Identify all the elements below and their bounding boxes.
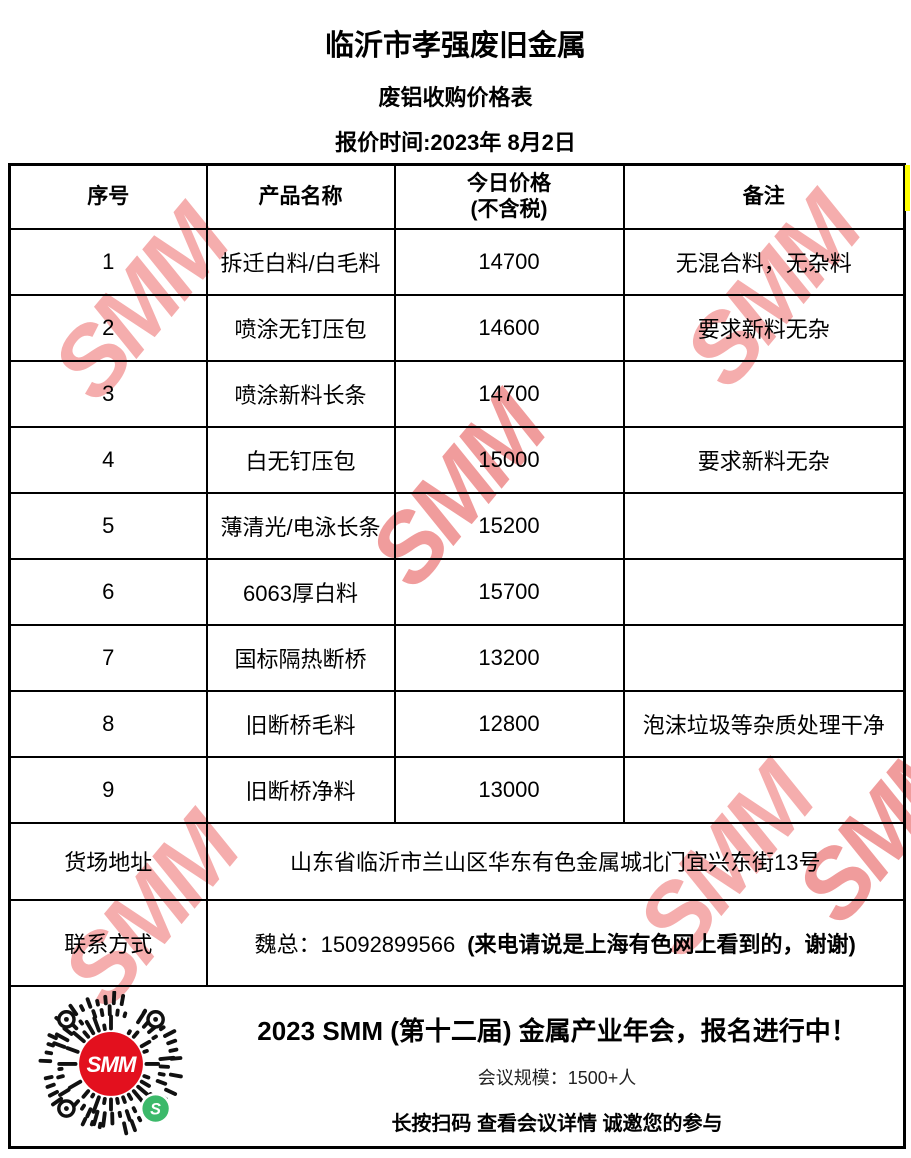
column-header-product: 产品名称: [205, 163, 396, 230]
product-cell: 拆迁白料/白毛料: [205, 227, 396, 296]
conference-scale: 会议规模：1500+人: [477, 1067, 637, 1088]
remark-cell: 泡沫垃圾等杂质处理干净: [622, 689, 906, 758]
yellow-highlight-strip: [905, 165, 910, 211]
seq-cell: 8: [8, 689, 208, 758]
table-row: 3 喷涂新料长条 14700: [8, 359, 906, 428]
column-header-seq: 序号: [8, 163, 208, 230]
footer-banner: SMM S 2023 SMM (第十二届) 金属产业年会，报名进行中！ 会议规模…: [8, 984, 906, 1149]
address-label: 货场地址: [8, 821, 208, 901]
table-row: 5 薄清光/电泳长条 15200: [8, 491, 906, 560]
table-row: 4 白无钉压包 15000 要求新料无杂: [8, 425, 906, 494]
price-cell: 15200: [393, 491, 625, 560]
table-row: 6 6063厚白料 15700: [8, 557, 906, 626]
smm-logo-text: SMM: [87, 1052, 137, 1077]
table-row: 2 喷涂无钉压包 14600 要求新料无杂: [8, 293, 906, 362]
product-cell: 旧断桥净料: [205, 755, 396, 824]
contact-phone: 魏总：15092899566: [254, 931, 456, 957]
price-header-line1: 今日价格: [467, 171, 551, 195]
table-row: 1 拆迁白料/白毛料 14700 无混合料，无杂料: [8, 227, 906, 296]
conference-title: 2023 SMM (第十二届) 金属产业年会，报名进行中！: [257, 1015, 857, 1046]
price-cell: 15700: [393, 557, 625, 626]
qr-eye-icon: [57, 1009, 165, 1118]
qr-code: SMM S: [35, 989, 187, 1143]
price-cell: 14600: [393, 293, 625, 362]
remark-cell: [622, 557, 906, 626]
table-header-row: 序号 产品名称 今日价格 (不含税) 备注: [8, 163, 906, 230]
table-row: 8 旧断桥毛料 12800 泡沫垃圾等杂质处理干净: [8, 689, 906, 758]
product-cell: 6063厚白料: [205, 557, 396, 626]
seq-cell: 9: [8, 755, 208, 824]
footer-row: SMM S 2023 SMM (第十二届) 金属产业年会，报名进行中！ 会议规模…: [8, 984, 906, 1149]
remark-cell: [622, 491, 906, 560]
table-row: 9 旧断桥净料 13000: [8, 755, 906, 824]
quote-date: 报价时间:2023年 8月2日: [335, 130, 576, 155]
column-header-price: 今日价格 (不含税): [393, 163, 625, 230]
page-title: 临沂市孝强废旧金属: [324, 30, 586, 62]
product-cell: 旧断桥毛料: [205, 689, 396, 758]
product-cell: 喷涂新料长条: [205, 359, 396, 428]
price-table: 序号 产品名称 今日价格 (不含税) 备注 1 拆迁白料/白毛料 14700 无…: [8, 163, 906, 1149]
table-row: 7 国标隔热断桥 13200: [8, 623, 906, 692]
remark-cell: [622, 359, 906, 428]
contact-label: 联系方式: [8, 898, 208, 987]
price-cell: 13200: [393, 623, 625, 692]
footer-text-block: 2023 SMM (第十二届) 金属产业年会，报名进行中！ 会议规模：1500+…: [211, 997, 903, 1136]
price-header-line2: (不含税): [470, 197, 548, 221]
price-cell: 15000: [393, 425, 625, 494]
product-cell: 白无钉压包: [205, 425, 396, 494]
seq-cell: 5: [8, 491, 208, 560]
contact-value: 魏总：15092899566 (来电请说是上海有色网上看到的，谢谢): [205, 898, 906, 987]
product-cell: 薄清光/电泳长条: [205, 491, 396, 560]
remark-cell: 无混合料，无杂料: [622, 227, 906, 296]
remark-cell: 要求新料无杂: [622, 425, 906, 494]
price-cell: 14700: [393, 359, 625, 428]
address-value: 山东省临沂市兰山区华东有色金属城北门宜兴东街13号: [205, 821, 906, 901]
remark-cell: [622, 755, 906, 824]
mini-program-qr-icon: SMM S: [38, 989, 183, 1135]
seq-cell: 1: [8, 227, 208, 296]
conference-cta: 长按扫码 查看会议详情 诚邀您的参与: [391, 1112, 723, 1135]
seq-cell: 3: [8, 359, 208, 428]
price-cell: 14700: [393, 227, 625, 296]
seq-cell: 2: [8, 293, 208, 362]
remark-cell: 要求新料无杂: [622, 293, 906, 362]
smm-logo-circle: [79, 1031, 143, 1096]
column-header-remark: 备注: [622, 163, 906, 230]
price-cell: 12800: [393, 689, 625, 758]
seq-cell: 7: [8, 623, 208, 692]
contact-note: (来电请说是上海有色网上看到的，谢谢): [467, 931, 856, 957]
contact-row: 联系方式 魏总：15092899566 (来电请说是上海有色网上看到的，谢谢): [8, 898, 906, 987]
badge-letter: S: [150, 1100, 161, 1118]
product-cell: 国标隔热断桥: [205, 623, 396, 692]
seq-cell: 4: [8, 425, 208, 494]
mini-program-badge-icon: [142, 1094, 169, 1122]
product-cell: 喷涂无钉压包: [205, 293, 396, 362]
seq-cell: 6: [8, 557, 208, 626]
address-row: 货场地址 山东省临沂市兰山区华东有色金属城北门宜兴东街13号: [8, 821, 906, 901]
page-subtitle: 废铝收购价格表: [378, 85, 533, 110]
remark-cell: [622, 623, 906, 692]
price-cell: 13000: [393, 755, 625, 824]
